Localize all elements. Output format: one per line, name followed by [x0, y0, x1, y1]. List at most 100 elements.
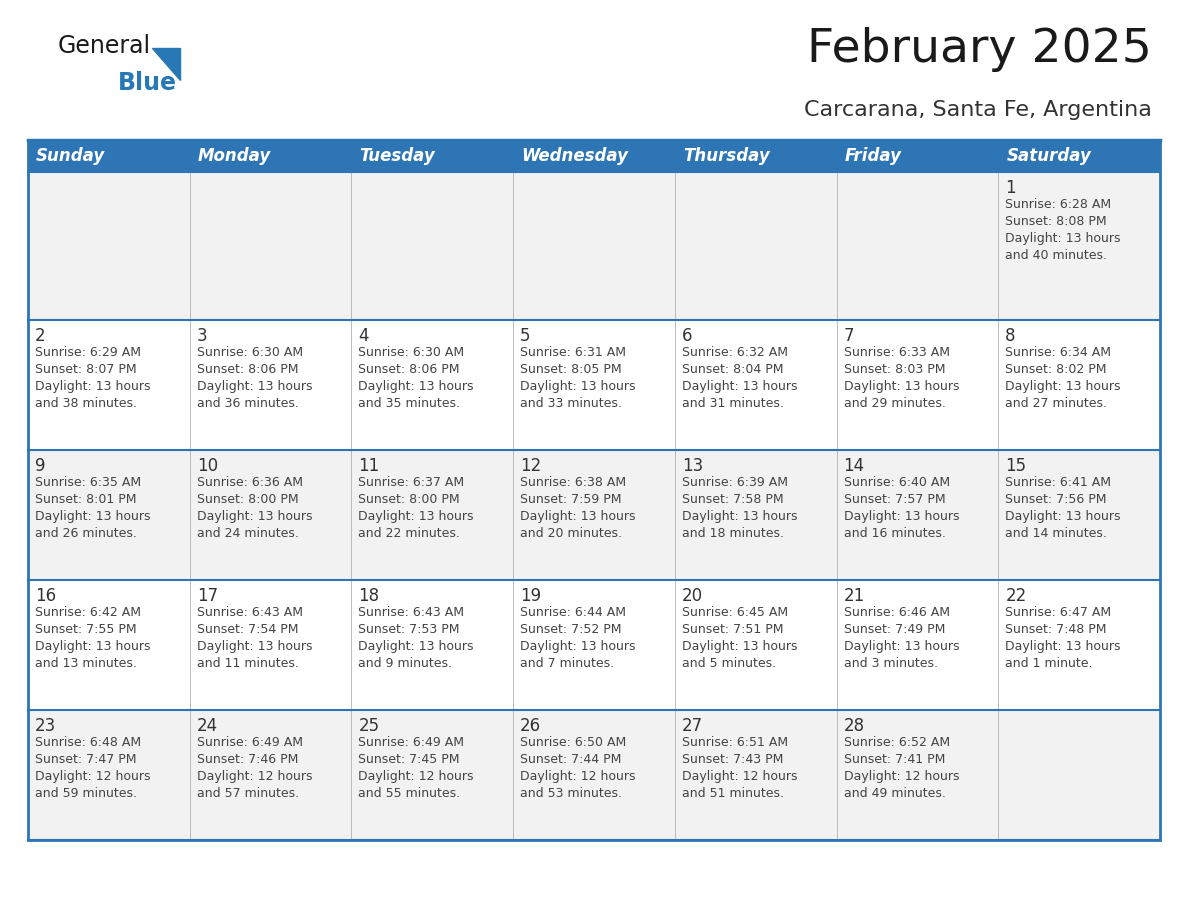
Text: Sunday: Sunday	[36, 147, 106, 165]
Text: Daylight: 13 hours: Daylight: 13 hours	[520, 380, 636, 393]
Text: Sunrise: 6:52 AM: Sunrise: 6:52 AM	[843, 736, 949, 749]
Text: and 3 minutes.: and 3 minutes.	[843, 657, 937, 670]
Text: and 13 minutes.: and 13 minutes.	[34, 657, 137, 670]
Text: Daylight: 13 hours: Daylight: 13 hours	[34, 510, 151, 523]
Text: and 24 minutes.: and 24 minutes.	[197, 527, 298, 540]
Text: 11: 11	[359, 457, 380, 475]
Text: 22: 22	[1005, 587, 1026, 605]
Text: and 11 minutes.: and 11 minutes.	[197, 657, 298, 670]
Bar	[29, 140, 1159, 172]
Text: February 2025: February 2025	[807, 27, 1152, 72]
Text: 25: 25	[359, 717, 379, 735]
Text: Sunset: 8:08 PM: Sunset: 8:08 PM	[1005, 215, 1107, 228]
Text: Sunrise: 6:39 AM: Sunrise: 6:39 AM	[682, 476, 788, 489]
Text: and 55 minutes.: and 55 minutes.	[359, 787, 461, 800]
Text: Daylight: 13 hours: Daylight: 13 hours	[1005, 232, 1120, 245]
Text: Carcarana, Santa Fe, Argentina: Carcarana, Santa Fe, Argentina	[804, 100, 1152, 120]
Text: Daylight: 13 hours: Daylight: 13 hours	[359, 640, 474, 653]
Text: Sunrise: 6:49 AM: Sunrise: 6:49 AM	[359, 736, 465, 749]
Text: Sunrise: 6:43 AM: Sunrise: 6:43 AM	[359, 606, 465, 619]
Text: and 59 minutes.: and 59 minutes.	[34, 787, 137, 800]
Text: Daylight: 13 hours: Daylight: 13 hours	[520, 640, 636, 653]
Text: and 29 minutes.: and 29 minutes.	[843, 397, 946, 410]
Bar	[29, 172, 1159, 320]
Text: 28: 28	[843, 717, 865, 735]
Text: Tuesday: Tuesday	[360, 147, 435, 165]
Text: and 33 minutes.: and 33 minutes.	[520, 397, 623, 410]
Text: Sunrise: 6:35 AM: Sunrise: 6:35 AM	[34, 476, 141, 489]
Text: 7: 7	[843, 327, 854, 345]
Text: Sunrise: 6:28 AM: Sunrise: 6:28 AM	[1005, 198, 1112, 211]
Text: Daylight: 12 hours: Daylight: 12 hours	[34, 770, 151, 783]
Text: Sunset: 7:59 PM: Sunset: 7:59 PM	[520, 493, 621, 506]
Text: Daylight: 12 hours: Daylight: 12 hours	[682, 770, 797, 783]
Text: 27: 27	[682, 717, 703, 735]
Text: 24: 24	[197, 717, 217, 735]
Text: Thursday: Thursday	[683, 147, 770, 165]
Text: 12: 12	[520, 457, 542, 475]
Text: Sunrise: 6:44 AM: Sunrise: 6:44 AM	[520, 606, 626, 619]
Text: Sunrise: 6:33 AM: Sunrise: 6:33 AM	[843, 346, 949, 359]
Text: Sunrise: 6:51 AM: Sunrise: 6:51 AM	[682, 736, 788, 749]
Text: and 5 minutes.: and 5 minutes.	[682, 657, 776, 670]
Bar	[29, 140, 1159, 840]
Text: Wednesday: Wednesday	[522, 147, 628, 165]
Text: 26: 26	[520, 717, 542, 735]
Text: Daylight: 13 hours: Daylight: 13 hours	[682, 640, 797, 653]
Text: Sunset: 7:51 PM: Sunset: 7:51 PM	[682, 623, 783, 636]
Text: and 53 minutes.: and 53 minutes.	[520, 787, 623, 800]
Text: 17: 17	[197, 587, 217, 605]
Text: Sunset: 7:41 PM: Sunset: 7:41 PM	[843, 753, 944, 766]
Text: Sunset: 8:00 PM: Sunset: 8:00 PM	[359, 493, 460, 506]
Text: and 22 minutes.: and 22 minutes.	[359, 527, 460, 540]
Bar	[29, 710, 1159, 840]
Text: Sunset: 7:48 PM: Sunset: 7:48 PM	[1005, 623, 1107, 636]
Text: Sunrise: 6:32 AM: Sunrise: 6:32 AM	[682, 346, 788, 359]
Text: Daylight: 13 hours: Daylight: 13 hours	[34, 640, 151, 653]
Text: Daylight: 13 hours: Daylight: 13 hours	[520, 510, 636, 523]
Text: Sunrise: 6:29 AM: Sunrise: 6:29 AM	[34, 346, 141, 359]
Text: Sunrise: 6:40 AM: Sunrise: 6:40 AM	[843, 476, 949, 489]
Text: Saturday: Saturday	[1006, 147, 1091, 165]
Text: 21: 21	[843, 587, 865, 605]
Text: 5: 5	[520, 327, 531, 345]
Text: Daylight: 12 hours: Daylight: 12 hours	[359, 770, 474, 783]
Bar	[29, 320, 1159, 450]
Text: and 35 minutes.: and 35 minutes.	[359, 397, 461, 410]
Text: Sunset: 7:52 PM: Sunset: 7:52 PM	[520, 623, 621, 636]
Text: and 40 minutes.: and 40 minutes.	[1005, 249, 1107, 262]
Text: Sunrise: 6:46 AM: Sunrise: 6:46 AM	[843, 606, 949, 619]
Text: 8: 8	[1005, 327, 1016, 345]
Text: Sunrise: 6:50 AM: Sunrise: 6:50 AM	[520, 736, 626, 749]
Text: and 20 minutes.: and 20 minutes.	[520, 527, 623, 540]
Text: Monday: Monday	[197, 147, 271, 165]
Text: Sunset: 7:46 PM: Sunset: 7:46 PM	[197, 753, 298, 766]
Text: Daylight: 13 hours: Daylight: 13 hours	[197, 640, 312, 653]
Text: 16: 16	[34, 587, 56, 605]
Text: and 14 minutes.: and 14 minutes.	[1005, 527, 1107, 540]
Text: Sunrise: 6:37 AM: Sunrise: 6:37 AM	[359, 476, 465, 489]
Text: General: General	[58, 34, 151, 58]
Text: and 27 minutes.: and 27 minutes.	[1005, 397, 1107, 410]
Text: and 26 minutes.: and 26 minutes.	[34, 527, 137, 540]
Text: Sunrise: 6:30 AM: Sunrise: 6:30 AM	[197, 346, 303, 359]
Polygon shape	[152, 48, 181, 80]
Text: Sunrise: 6:43 AM: Sunrise: 6:43 AM	[197, 606, 303, 619]
Text: 10: 10	[197, 457, 217, 475]
Text: and 36 minutes.: and 36 minutes.	[197, 397, 298, 410]
Text: Sunrise: 6:34 AM: Sunrise: 6:34 AM	[1005, 346, 1111, 359]
Text: Daylight: 12 hours: Daylight: 12 hours	[197, 770, 312, 783]
Text: Daylight: 13 hours: Daylight: 13 hours	[682, 510, 797, 523]
Text: 23: 23	[34, 717, 56, 735]
Text: and 38 minutes.: and 38 minutes.	[34, 397, 137, 410]
Text: Sunset: 7:55 PM: Sunset: 7:55 PM	[34, 623, 137, 636]
Text: Sunrise: 6:30 AM: Sunrise: 6:30 AM	[359, 346, 465, 359]
Text: and 16 minutes.: and 16 minutes.	[843, 527, 946, 540]
Text: Sunset: 7:56 PM: Sunset: 7:56 PM	[1005, 493, 1107, 506]
Text: 2: 2	[34, 327, 45, 345]
Text: Sunrise: 6:36 AM: Sunrise: 6:36 AM	[197, 476, 303, 489]
Text: Sunrise: 6:42 AM: Sunrise: 6:42 AM	[34, 606, 141, 619]
Text: Daylight: 13 hours: Daylight: 13 hours	[843, 640, 959, 653]
Text: Sunrise: 6:49 AM: Sunrise: 6:49 AM	[197, 736, 303, 749]
Text: 4: 4	[359, 327, 369, 345]
